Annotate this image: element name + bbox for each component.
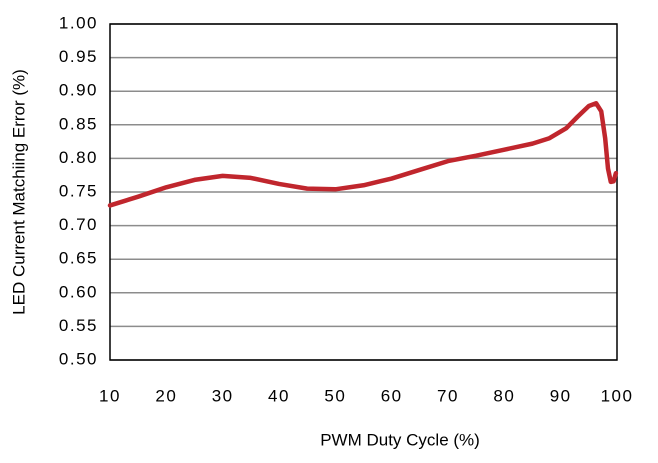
x-tick-label: 40 — [268, 386, 290, 405]
x-tick-label: 50 — [324, 386, 346, 405]
x-axis-label: PWM Duty Cycle (%) — [320, 430, 480, 449]
data-line — [107, 101, 619, 208]
y-tick-label: 0.85 — [59, 114, 98, 133]
x-tick-label: 80 — [493, 386, 515, 405]
plot-border — [109, 23, 618, 361]
y-tick-label: 0.70 — [59, 215, 98, 234]
x-tick-label: 90 — [550, 386, 572, 405]
y-tick-label: 0.65 — [59, 249, 98, 268]
y-tick-label: 0.50 — [59, 349, 98, 368]
y-tick-label: 0.80 — [59, 148, 98, 167]
x-tick-label: 30 — [212, 386, 234, 405]
x-tick-label: 20 — [155, 386, 177, 405]
y-tick-label: 1.00 — [59, 13, 98, 32]
y-tick-label: 0.75 — [59, 181, 98, 200]
x-tick-label: 60 — [381, 386, 403, 405]
y-tick-label: 0.90 — [59, 81, 98, 100]
x-tick-label: 10 — [99, 386, 121, 405]
y-axis-label: LED Current Matchiing Error (%) — [9, 69, 28, 315]
x-tick-label: 100 — [601, 386, 634, 405]
y-tick-label: 0.95 — [59, 47, 98, 66]
x-tick-label: 70 — [437, 386, 459, 405]
y-tick-label: 0.55 — [59, 316, 98, 335]
y-tick-label: 0.60 — [59, 282, 98, 301]
